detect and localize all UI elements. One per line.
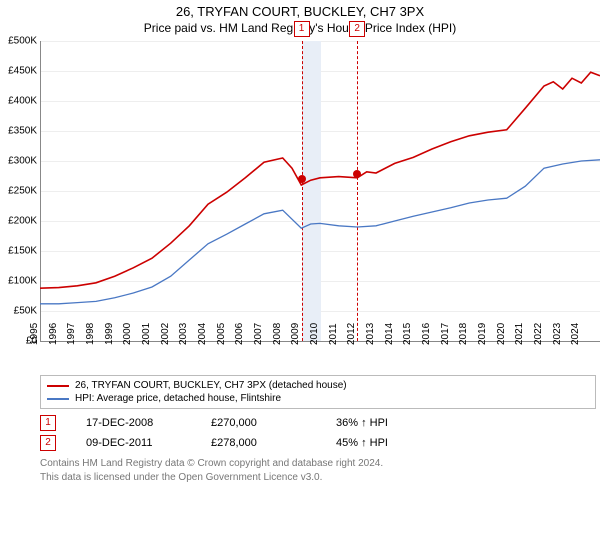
y-tick: £450K: [1, 66, 37, 77]
x-tick: 2023: [552, 323, 563, 345]
series-property: [40, 72, 600, 288]
y-tick: £250K: [1, 186, 37, 197]
y-tick: £50K: [1, 306, 37, 317]
x-tick: 2010: [309, 323, 320, 345]
sale-date-1: 17-DEC-2008: [86, 417, 181, 429]
sale-price-1: £270,000: [211, 417, 306, 429]
sale-date-2: 09-DEC-2011: [86, 437, 181, 449]
x-tick: 2008: [272, 323, 283, 345]
sale-delta-1: 36% ↑ HPI: [336, 417, 431, 429]
y-tick: £300K: [1, 156, 37, 167]
footer-line-2: This data is licensed under the Open Gov…: [40, 471, 596, 485]
x-tick: 2019: [477, 323, 488, 345]
x-tick: 2011: [328, 323, 339, 345]
x-tick: 2014: [384, 323, 395, 345]
y-tick: £100K: [1, 276, 37, 287]
x-tick: 2021: [514, 323, 525, 345]
x-tick: 2012: [346, 323, 357, 345]
x-tick: 1998: [85, 323, 96, 345]
page-title: 26, TRYFAN COURT, BUCKLEY, CH7 3PX: [4, 4, 596, 19]
y-tick: £200K: [1, 216, 37, 227]
footer-line-1: Contains HM Land Registry data © Crown c…: [40, 457, 596, 471]
y-tick: £400K: [1, 96, 37, 107]
chart-marker-1: 1: [294, 21, 310, 37]
x-tick: 2001: [141, 323, 152, 345]
x-tick: 2020: [496, 323, 507, 345]
x-tick: 2024: [570, 323, 581, 345]
x-tick: 2016: [421, 323, 432, 345]
x-tick: 2006: [234, 323, 245, 345]
series-hpi: [40, 160, 600, 304]
chart-marker-2: 2: [349, 21, 365, 37]
sale-marker-2: 2: [40, 435, 56, 451]
x-tick: 1996: [48, 323, 59, 345]
x-tick: 2002: [160, 323, 171, 345]
x-tick: 2022: [533, 323, 544, 345]
sale-delta-2: 45% ↑ HPI: [336, 437, 431, 449]
sale-marker-1: 1: [40, 415, 56, 431]
x-tick: 1997: [66, 323, 77, 345]
x-tick: 1995: [29, 323, 40, 345]
x-tick: 2004: [197, 323, 208, 345]
sale-price-2: £278,000: [211, 437, 306, 449]
x-tick: 2013: [365, 323, 376, 345]
legend: 26, TRYFAN COURT, BUCKLEY, CH7 3PX (deta…: [40, 375, 596, 409]
legend-label-2: HPI: Average price, detached house, Flin…: [75, 393, 281, 404]
x-tick: 1999: [104, 323, 115, 345]
x-tick: 2003: [178, 323, 189, 345]
y-tick: £350K: [1, 126, 37, 137]
x-tick: 2007: [253, 323, 264, 345]
y-tick: £150K: [1, 246, 37, 257]
x-tick: 2009: [290, 323, 301, 345]
x-tick: 2018: [458, 323, 469, 345]
x-tick: 2005: [216, 323, 227, 345]
legend-swatch-1: [47, 385, 69, 387]
x-tick: 2017: [440, 323, 451, 345]
legend-label-1: 26, TRYFAN COURT, BUCKLEY, CH7 3PX (deta…: [75, 380, 347, 391]
x-tick: 2000: [122, 323, 133, 345]
legend-swatch-2: [47, 398, 69, 400]
price-chart: £0£50K£100K£150K£200K£250K£300K£350K£400…: [40, 41, 600, 371]
x-tick: 2015: [402, 323, 413, 345]
y-tick: £500K: [1, 36, 37, 47]
sales-table: 1 17-DEC-2008 £270,000 36% ↑ HPI 2 09-DE…: [40, 415, 596, 451]
